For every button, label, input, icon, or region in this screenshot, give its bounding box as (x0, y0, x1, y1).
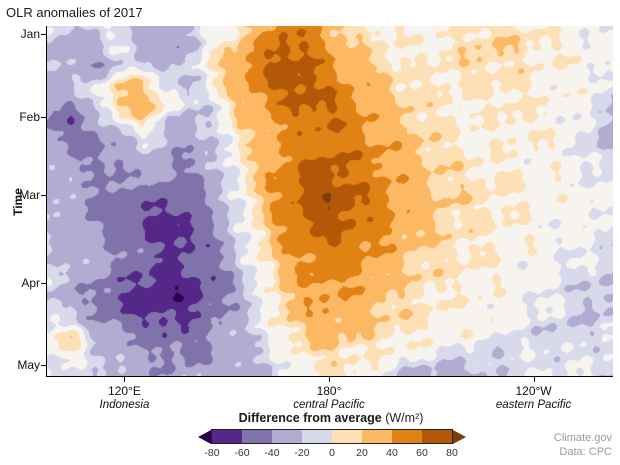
y-tick-label: Apr (21, 276, 40, 291)
x-tick-mark (533, 377, 535, 382)
colorbar-tick-label: 0 (329, 447, 335, 459)
colorbar-segment (272, 430, 302, 443)
y-tick-label: May (17, 357, 40, 372)
colorbar-segment (332, 430, 362, 443)
colorbar-title: Difference from average (W/m²) (178, 411, 484, 425)
x-tick-sublabel: central Pacific (293, 399, 365, 411)
colorbar-tick-label: 40 (386, 447, 398, 459)
colorbar-right-arrow (453, 429, 466, 444)
colorbar-title-text: Difference from average (238, 411, 382, 425)
x-tick-sublabel: eastern Pacific (495, 399, 572, 411)
y-tick-mark (41, 364, 46, 366)
colorbar-units: (W/m²) (385, 411, 424, 425)
x-tick-mark (329, 377, 330, 382)
x-tick-sublabel: Indonesia (99, 399, 150, 411)
plot-area (46, 26, 613, 377)
y-tick-label: Feb (19, 109, 40, 124)
colorbar-tick-label: -20 (294, 447, 310, 459)
x-tick-label: 120°E (108, 384, 141, 398)
colorbar (198, 429, 466, 444)
credit-source: Climate.gov (553, 432, 612, 444)
y-tick-label: Mar (19, 188, 40, 203)
x-tick-mark (124, 377, 126, 382)
colorbar-tick-label: -80 (204, 447, 220, 459)
colorbar-tick-label: 60 (416, 447, 428, 459)
colorbar-tick-label: -40 (264, 447, 280, 459)
colorbar-tick-label: 80 (446, 447, 458, 459)
x-tick-label: 180° (316, 384, 342, 398)
y-tick-mark (41, 283, 46, 285)
x-tick-label: 120°W (515, 384, 552, 398)
colorbar-tick-label: -60 (234, 447, 250, 459)
colorbar-segment (392, 430, 422, 443)
colorbar-segment (242, 430, 272, 443)
colorbar-segment (212, 430, 242, 443)
colorbar-segment (302, 430, 332, 443)
colorbar-segment (422, 430, 452, 443)
colorbar-left-arrow (198, 429, 211, 444)
credit-data: Data: CPC (559, 446, 612, 458)
credits: Climate.gov Data: CPC (554, 431, 612, 459)
colorbar-segment (362, 430, 392, 443)
chart-title: OLR anomalies of 2017 (6, 5, 143, 20)
y-tick-label: Jan (20, 27, 40, 42)
colorbar-tick-label: 20 (356, 447, 368, 459)
heatmap-canvas (47, 26, 613, 376)
y-tick-mark (41, 34, 46, 36)
y-tick-mark (41, 116, 46, 118)
y-tick-mark (41, 195, 46, 197)
